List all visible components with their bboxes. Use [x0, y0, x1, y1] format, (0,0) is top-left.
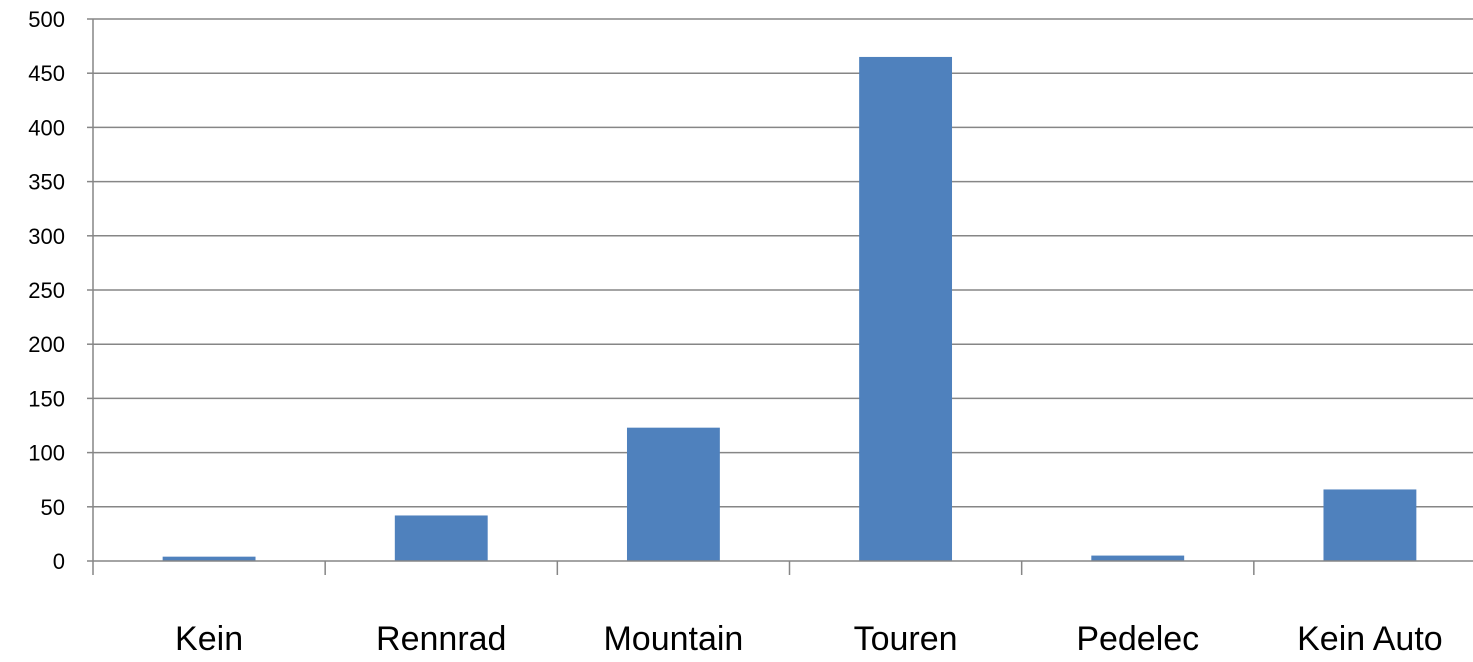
y-tick-label: 400 — [28, 115, 65, 140]
bars — [162, 56, 1417, 561]
gridlines — [93, 18, 1473, 508]
bar — [859, 56, 953, 561]
x-tick-label: Kein Auto — [1297, 620, 1443, 657]
bar — [1323, 489, 1417, 561]
y-tick-label: 350 — [28, 170, 65, 195]
y-tick-label: 100 — [28, 441, 65, 466]
bar — [162, 556, 256, 561]
x-tick-label: Kein — [175, 620, 243, 657]
labels: 0 50 100 150 200 250 300 350 400 450 500 Kein Rennra… — [28, 7, 1443, 658]
y-tick-label: 300 — [28, 224, 65, 249]
y-tick-label: 250 — [28, 278, 65, 303]
y-tick-label: 150 — [28, 386, 65, 411]
x-tick-label: Mountain — [603, 620, 743, 657]
y-tick-label: 0 — [53, 549, 65, 574]
bar — [626, 427, 720, 561]
x-tick-label: Pedelec — [1076, 620, 1199, 657]
x-tick-label: Touren — [854, 620, 958, 657]
bar — [394, 515, 488, 561]
bar — [1091, 555, 1185, 561]
axes — [87, 18, 1473, 575]
y-tick-label: 450 — [28, 61, 65, 86]
y-tick-label: 50 — [41, 495, 65, 520]
y-tick-label: 500 — [28, 7, 65, 32]
y-tick-label: 200 — [28, 332, 65, 357]
x-tick-label: Rennrad — [376, 620, 506, 657]
